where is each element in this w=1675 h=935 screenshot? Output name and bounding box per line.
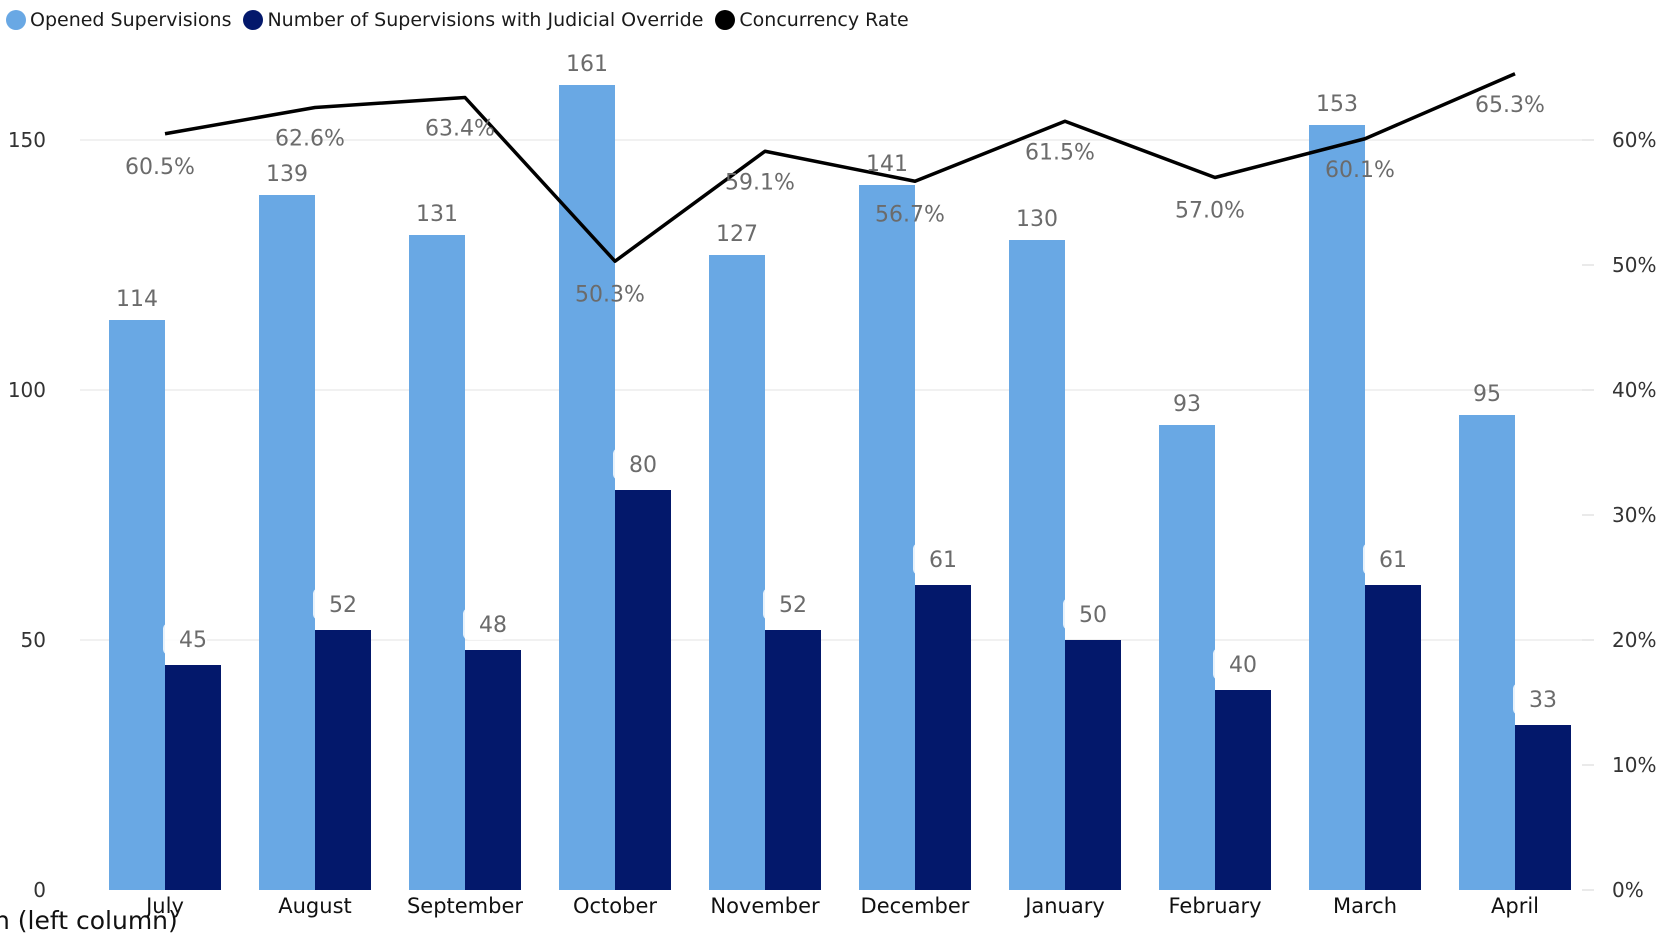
data-label-bg: [913, 543, 957, 575]
data-label-concurrency: 60.5%: [125, 155, 195, 180]
data-label-bg: [763, 588, 807, 620]
legend: Opened Supervisions Number of Supervision…: [6, 8, 921, 32]
legend-item[interactable]: Concurrency Rate: [715, 9, 909, 31]
left-axis-tick: 150: [8, 128, 46, 152]
legend-swatch: [243, 10, 264, 30]
left-axis-tick: 50: [21, 628, 46, 652]
category-label: October: [573, 894, 657, 918]
bar-judicial-override: [615, 490, 671, 890]
axes: 0 50 100 150 0% 10% 20% 30% 40% 50% 60% July August S…: [8, 128, 1657, 918]
bar-judicial-override: [915, 585, 971, 890]
data-label-bg: [463, 608, 507, 640]
bar-judicial-override: [765, 630, 821, 890]
data-label-opened: 93: [1173, 392, 1201, 417]
bar-opened-supervisions: [259, 195, 315, 890]
data-label-bg: [313, 588, 357, 620]
bars: [109, 85, 1571, 890]
bar-judicial-override: [1065, 640, 1121, 890]
left-axis-tick: 0: [33, 878, 46, 902]
data-label-bg: [613, 448, 657, 480]
bar-opened-supervisions: [109, 320, 165, 890]
legend-swatch: [715, 10, 736, 30]
bar-judicial-override: [465, 650, 521, 890]
data-label-opened: 161: [566, 52, 608, 77]
legend-label: Opened Supervisions: [30, 9, 232, 31]
bar-judicial-override: [1215, 690, 1271, 890]
bar-judicial-override: [1365, 585, 1421, 890]
bar-opened-supervisions: [1159, 425, 1215, 890]
bar-opened-supervisions: [1459, 415, 1515, 890]
data-label-concurrency: 61.5%: [1025, 140, 1095, 165]
bar-opened-supervisions: [859, 185, 915, 890]
data-label-bg: [1363, 543, 1407, 575]
data-label-override: 52: [779, 593, 807, 618]
data-label-concurrency: 65.3%: [1475, 93, 1545, 118]
category-label: January: [1023, 894, 1105, 918]
data-label-opened: 114: [116, 287, 158, 312]
bar-opened-supervisions: [709, 255, 765, 890]
data-label-concurrency: 60.1%: [1325, 158, 1395, 183]
bar-opened-supervisions: [409, 235, 465, 890]
category-label: February: [1168, 894, 1261, 918]
right-axis-tick: 50%: [1612, 253, 1656, 277]
bar-opened-supervisions: [1309, 125, 1365, 890]
data-label-bg: [1213, 648, 1257, 680]
data-label-bg: [163, 623, 207, 655]
bar-opened-supervisions: [559, 85, 615, 890]
right-axis-tick: 60%: [1612, 128, 1656, 152]
data-label-concurrency: 57.0%: [1175, 199, 1245, 224]
bar-opened-supervisions: [1009, 240, 1065, 890]
data-label-override: 40: [1229, 653, 1257, 678]
data-label-concurrency: 62.6%: [275, 127, 345, 152]
concurrency-line: [164, 72, 1516, 263]
data-label-override: 50: [1079, 603, 1107, 628]
category-label: April: [1491, 894, 1539, 918]
data-label-concurrency: 56.7%: [875, 202, 945, 227]
data-label-opened: 153: [1316, 92, 1358, 117]
right-axis-tick: 10%: [1612, 753, 1656, 777]
legend-swatch: [6, 10, 26, 30]
data-label-concurrency: 59.1%: [725, 170, 795, 195]
data-label-bg: [1063, 598, 1107, 630]
data-label-override: 33: [1529, 688, 1557, 713]
legend-item[interactable]: Number of Supervisions with Judicial Ove…: [243, 9, 703, 31]
data-label-override: 80: [629, 453, 657, 478]
right-axis-tick: 30%: [1612, 503, 1656, 527]
data-label-concurrency: 63.4%: [425, 117, 495, 142]
category-label: December: [861, 894, 970, 918]
data-label-concurrency: 50.3%: [575, 282, 645, 307]
category-label: March: [1333, 894, 1397, 918]
bar-judicial-override: [165, 665, 221, 890]
right-axis-tick: 0%: [1612, 878, 1644, 902]
bar-judicial-override: [1515, 725, 1571, 890]
data-label-override: 45: [179, 628, 207, 653]
data-label-bg: [1513, 683, 1557, 715]
data-label-opened: 141: [866, 152, 908, 177]
data-label-override: 61: [1379, 548, 1407, 573]
data-label-opened: 130: [1016, 207, 1058, 232]
right-axis-tick: 20%: [1612, 628, 1656, 652]
bar-judicial-override: [315, 630, 371, 890]
data-label-opened: 127: [716, 222, 758, 247]
right-axis-tick: 40%: [1612, 378, 1656, 402]
legend-label: Number of Supervisions with Judicial Ove…: [267, 9, 704, 31]
legend-label: Concurrency Rate: [739, 9, 909, 31]
legend-item[interactable]: Opened Supervisions: [6, 9, 231, 31]
category-label: November: [710, 894, 820, 918]
left-axis-tick: 100: [8, 378, 46, 402]
category-label: August: [278, 894, 352, 918]
category-label: September: [407, 894, 523, 918]
data-labels: 114 45 139 52 131 48 161 80 127 52 141 61 130 50 93 40 1…: [116, 52, 1557, 715]
data-label-opened: 95: [1473, 382, 1501, 407]
left-axis-note: n (left column): [0, 906, 178, 935]
category-label: July: [144, 894, 184, 918]
data-label-opened: 139: [266, 162, 308, 187]
data-label-override: 48: [479, 613, 507, 638]
concurrency-rate-line: [164, 72, 1516, 263]
data-label-opened: 131: [416, 202, 458, 227]
data-label-override: 52: [329, 593, 357, 618]
data-label-override: 61: [929, 548, 957, 573]
